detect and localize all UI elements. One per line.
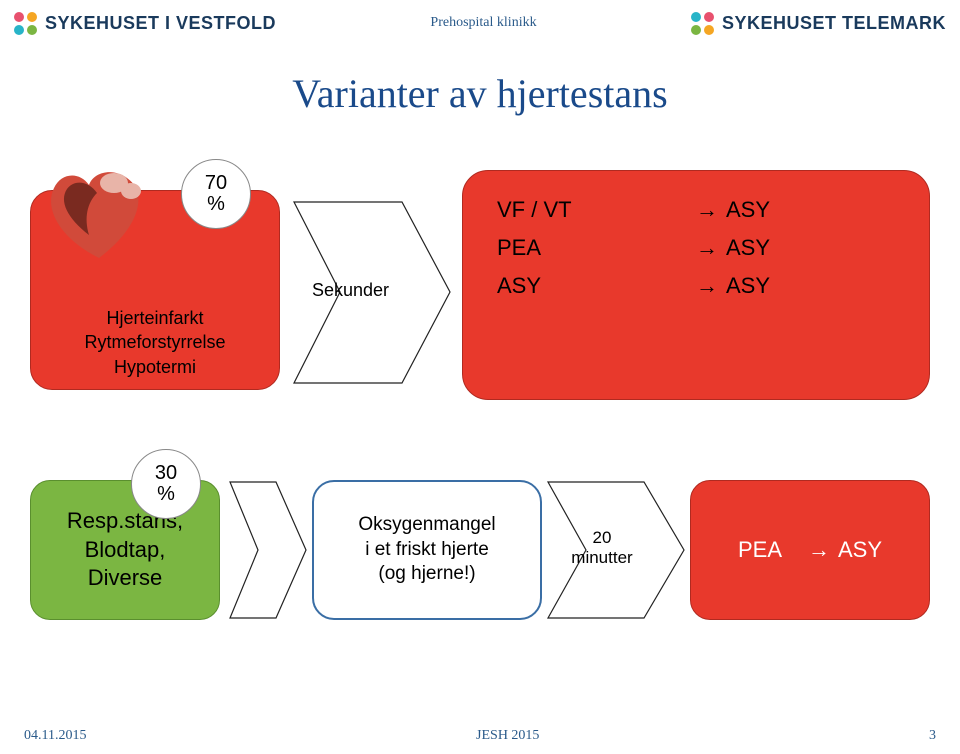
heart-labels: Hjerteinfarkt Rytmeforstyrrelse Hypoterm…: [31, 306, 279, 379]
slide-title: Varianter av hjertestans: [0, 70, 960, 117]
asy-right-1: → ASY: [696, 235, 895, 261]
heart-icon: [39, 163, 159, 263]
slide-footer: 04.11.2015 JESH 2015 3: [0, 728, 960, 744]
header-subhead: Prehospital klinikk: [430, 15, 536, 31]
pct-symbol: %: [207, 194, 225, 215]
asy-val: ASY: [726, 197, 770, 223]
brand-left-text: SYKEHUSET I VESTFOLD: [45, 13, 276, 34]
oxy-l2: i et friskt hjerte: [358, 538, 495, 563]
footer-page: 3: [929, 728, 936, 744]
oxy-l1: Oksygenmangel: [358, 513, 495, 538]
dot-icon: [27, 25, 37, 35]
arrow-icon: →: [696, 235, 718, 261]
arrow-sekunder: Sekunder: [292, 200, 452, 385]
oxygen-text: Oksygenmangel i et friskt hjerte (og hje…: [350, 513, 503, 587]
pea-node: PEA → ASY: [690, 480, 930, 620]
dot-icon: [14, 25, 24, 35]
footer-date: 04.11.2015: [24, 728, 86, 744]
brand-right: SYKEHUSET TELEMARK: [691, 12, 946, 35]
asy-val: ASY: [726, 273, 770, 299]
green-l2: Blodtap,: [67, 536, 183, 565]
asy-table-node: VF / VT →ASY PEA →ASY ASY →ASY: [462, 170, 930, 400]
dot-icon: [27, 12, 37, 22]
asy-table: VF / VT →ASY PEA →ASY ASY →ASY: [497, 197, 895, 299]
dot-icon: [704, 12, 714, 22]
pct-value: 70: [205, 173, 227, 194]
asy-left-1: PEA: [497, 235, 696, 261]
heart-label-2: Rytmeforstyrrelse: [31, 330, 279, 354]
arrow-label-20min: 20 minutter: [562, 528, 642, 569]
arrow-label-sekunder: Sekunder: [312, 280, 389, 301]
pea-left: PEA: [738, 537, 782, 563]
footer-center: JESH 2015: [476, 728, 539, 744]
pct-badge-30: 30 %: [131, 449, 201, 519]
heart-label-1: Hjerteinfarkt: [31, 306, 279, 330]
arrow-20min: 20 minutter: [546, 480, 686, 620]
arrow-icon: →: [808, 537, 830, 563]
green-text: Resp.stans, Blodtap, Diverse: [67, 507, 183, 593]
pct-badge-70: 70 %: [181, 159, 251, 229]
arrow3-l1: 20: [562, 528, 642, 548]
green-l3: Diverse: [67, 564, 183, 593]
brand-dots-right: [691, 12, 714, 35]
row-2: 30 % Resp.stans, Blodtap, Diverse Oksyge…: [30, 440, 930, 640]
arrow-icon: →: [696, 273, 718, 299]
pea-right: ASY: [838, 537, 882, 563]
heart-node: 70 % Hjerteinfarkt Rytmeforstyrrelse Hyp…: [30, 190, 280, 390]
green-node: 30 % Resp.stans, Blodtap, Diverse: [30, 480, 220, 620]
brand-left: SYKEHUSET I VESTFOLD: [14, 12, 276, 35]
dot-icon: [691, 25, 701, 35]
arrow-small-1: [228, 480, 308, 620]
row-1: 70 % Hjerteinfarkt Rytmeforstyrrelse Hyp…: [30, 150, 930, 410]
pct-value: 30: [155, 463, 177, 484]
heart-label-3: Hypotermi: [31, 355, 279, 379]
arrow-icon: →: [696, 197, 718, 223]
slide-header: SYKEHUSET I VESTFOLD Prehospital klinikk…: [0, 0, 960, 46]
asy-right-2: → ASY: [696, 273, 895, 299]
brand-dots-left: [14, 12, 37, 35]
oxy-l3: (og hjerne!): [358, 562, 495, 587]
asy-right-0: → ASY: [696, 197, 895, 223]
oxygen-node: Oksygenmangel i et friskt hjerte (og hje…: [312, 480, 542, 620]
pct-symbol: %: [157, 484, 175, 505]
brand-right-text: SYKEHUSET TELEMARK: [722, 13, 946, 34]
dot-icon: [704, 25, 714, 35]
asy-left-2: ASY: [497, 273, 696, 299]
arrow3-l2: minutter: [562, 548, 642, 568]
dot-icon: [14, 12, 24, 22]
asy-left-0: VF / VT: [497, 197, 696, 223]
pea-right-cell: → ASY: [808, 537, 882, 563]
asy-val: ASY: [726, 235, 770, 261]
dot-icon: [691, 12, 701, 22]
